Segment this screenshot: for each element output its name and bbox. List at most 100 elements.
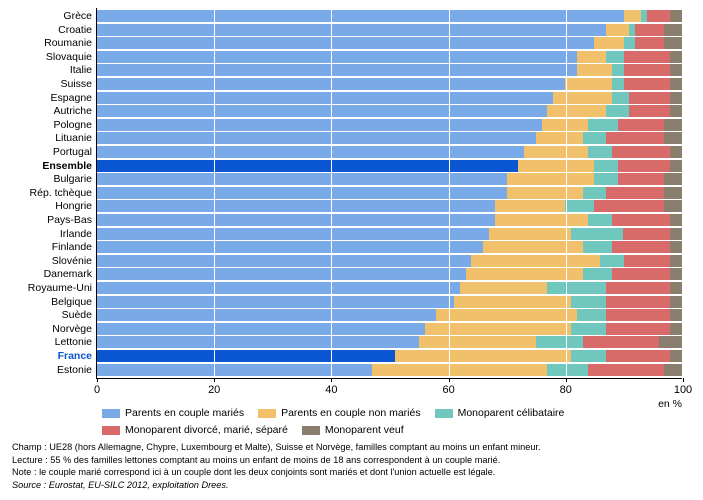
bar-segment-celib [612,64,624,76]
bar-segment-maries [97,146,524,158]
bar-row [97,119,682,131]
x-tick-label: 80 [560,384,572,396]
bar-segment-nonmaries [518,160,594,172]
category-label: Lettonie [55,337,92,348]
bar-segment-divsep [606,187,665,199]
bar-segment-nonmaries [425,323,571,335]
bar-segment-nonmaries [565,78,612,90]
bar-segment-divsep [624,255,671,267]
bar-row [97,187,682,199]
bar-segment-celib [583,187,606,199]
bar-segment-maries [97,255,471,267]
category-label: Espagne [51,93,92,104]
bar-row [97,200,682,212]
bar-segment-nonmaries [577,64,612,76]
bar-segment-celib [594,160,617,172]
bar-segment-divsep [635,24,664,36]
bar-segment-divsep [588,364,664,376]
bar-segment-maries [97,268,466,280]
bar-segment-nonmaries [436,309,576,321]
bar-segment-divsep [618,160,671,172]
legend: Parents en couple mariésParents en coupl… [102,406,691,437]
bar-segment-nonmaries [577,51,606,63]
bar-segment-celib [606,105,629,117]
bar-row [97,146,682,158]
legend-swatch [102,426,120,435]
bar-segment-celib [606,51,624,63]
bar-segment-nonmaries [507,187,583,199]
bar-segment-maries [97,336,419,348]
bar-segment-celib [583,241,612,253]
bar-segment-nonmaries [624,10,642,22]
bar-segment-celib [571,323,606,335]
legend-swatch [102,409,120,418]
bar-segment-veuf [664,24,682,36]
category-label: Autriche [53,106,92,117]
bar-segment-celib [583,268,612,280]
bar-segment-maries [97,105,547,117]
bar-segment-maries [97,64,577,76]
bar-segment-divsep [612,241,671,253]
category-label: Pologne [53,120,92,131]
bar-row [97,160,682,172]
category-label: Slovénie [52,256,92,267]
bar-segment-divsep [612,146,671,158]
category-label: Portugal [53,147,92,158]
bar-segment-maries [97,119,542,131]
legend-label: Monoparent divorcé, marié, séparé [125,423,288,438]
x-tick-label: 100 [674,384,692,396]
bar-row [97,336,682,348]
bar-segment-veuf [670,105,682,117]
bar-row [97,364,682,376]
bar-segment-divsep [647,10,670,22]
bar-segment-maries [97,51,577,63]
category-label: Hongrie [55,201,92,212]
category-label: Estonie [57,365,92,376]
bar-row [97,173,682,185]
bar-segment-veuf [664,200,682,212]
bar-segment-divsep [624,78,671,90]
bar-segment-divsep [606,132,665,144]
bar-segment-divsep [583,336,659,348]
category-label: France [58,351,92,362]
legend-item-maries: Parents en couple mariés [102,406,244,421]
category-label: Grèce [63,11,92,22]
bar-segment-nonmaries [495,200,565,212]
category-label: Roumanie [44,38,92,49]
bar-segment-divsep [623,228,670,240]
bar-segment-celib [612,78,624,90]
bar-segment-divsep [606,282,670,294]
category-label: Lituanie [55,133,92,144]
bar-segment-veuf [670,323,682,335]
category-label: Slovaquie [46,52,92,63]
x-tick-label: 60 [442,384,454,396]
bar-segment-maries [97,187,507,199]
bar-segment-divsep [629,92,670,104]
bar-row [97,214,682,226]
bar-segment-veuf [670,241,682,253]
bar-segment-divsep [612,268,671,280]
bar-segment-veuf [670,92,682,104]
bar-segment-celib [588,119,617,131]
bar-segment-celib [547,364,588,376]
bar-segment-nonmaries [536,132,583,144]
bar-row [97,78,682,90]
bar-segment-maries [97,350,395,362]
bar-segment-nonmaries [372,364,548,376]
bar-segment-celib [536,336,583,348]
bar-row [97,296,682,308]
bar-segment-maries [97,24,606,36]
bar-segment-divsep [624,64,671,76]
category-label: Pays-Bas [47,215,92,226]
bar-row [97,323,682,335]
bar-segment-celib [588,146,611,158]
category-label: Finlande [52,242,92,253]
x-axis-unit: en % [658,398,682,410]
bar-row [97,51,682,63]
bar-segment-veuf [670,296,682,308]
bar-row [97,228,682,240]
bar-row [97,309,682,321]
legend-label: Parents en couple mariés [125,406,244,421]
bar-segment-maries [97,309,436,321]
note-lecture: Lecture : 55 % des familles lettones com… [12,454,691,466]
